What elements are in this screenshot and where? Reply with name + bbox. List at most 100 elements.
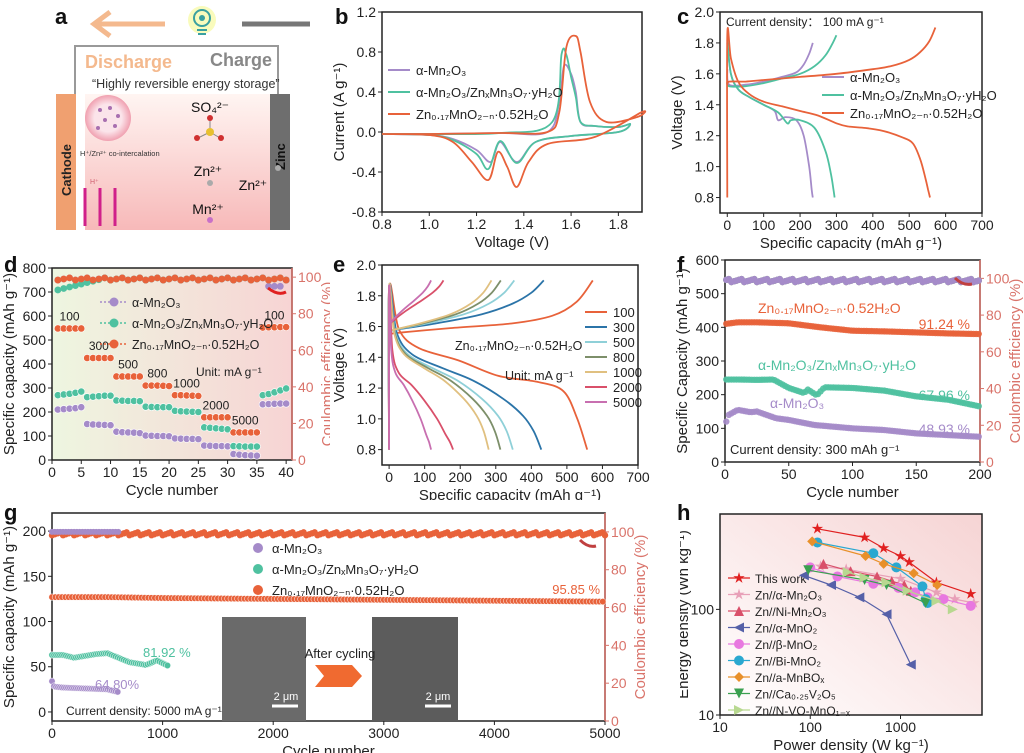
y2-tick-label: 100	[298, 269, 322, 285]
x-tick-label: 200	[449, 469, 473, 485]
y2-tick-label: 100	[611, 524, 635, 540]
sulfate-molecule-icon	[194, 115, 224, 141]
rate-label: 100	[264, 308, 284, 322]
ce-point	[276, 274, 284, 282]
zn-ion-label-2: Zn²⁺	[239, 177, 267, 193]
mn-ion-icon	[207, 217, 213, 223]
x-tick-label: 100	[799, 719, 823, 735]
discharge-curve-2000	[387, 284, 454, 450]
x-axis-label: Specific capacity (mAh g⁻¹)	[419, 487, 601, 500]
x-tick-label: 3000	[368, 725, 399, 741]
ce-point	[975, 277, 982, 284]
diamond-marker	[734, 672, 744, 682]
legend-label: α-Mn₂O₃	[416, 63, 466, 78]
y-tick-label: 1.0	[695, 159, 715, 175]
ce-point	[124, 276, 132, 284]
capacity-point	[223, 413, 232, 422]
series-label: α-Mn₂O₃/ZnₓMn₃O₇·yH₂O	[758, 357, 916, 373]
y-tick-label: 1.8	[695, 35, 715, 51]
rate-label: 300	[89, 339, 109, 353]
x-tick-label: 400	[861, 217, 885, 233]
ce-point	[77, 280, 85, 288]
legend-marker	[253, 543, 263, 553]
y2-tick-label: 40	[298, 379, 314, 395]
x-tick-label: 1.6	[561, 216, 581, 232]
current-density-annotation: Current density: 5000 mA g⁻¹	[66, 704, 222, 718]
y-tick-label: 300	[23, 380, 47, 396]
ce-point	[253, 275, 261, 283]
y2-tick-label: 100	[986, 270, 1010, 286]
ce-point	[171, 274, 179, 282]
ce-point	[183, 275, 191, 283]
ce-point	[60, 275, 68, 283]
y-tick-label: 1.2	[357, 4, 377, 20]
cathode-particle-icon	[85, 95, 131, 141]
capacity-point	[106, 421, 115, 430]
x-tick-label: 0	[723, 217, 731, 233]
triangle-right-marker	[947, 604, 958, 615]
zn-ion-label-1: Zn²⁺	[194, 163, 222, 179]
external-circuit-wire	[74, 45, 279, 96]
discharge-curve-300	[387, 283, 543, 450]
triangle-right-marker	[734, 705, 744, 715]
x-tick-label: 25	[191, 464, 207, 480]
capacity-point	[723, 418, 730, 425]
legend-label: Zn//Ni-Mn₂O₃	[755, 605, 827, 619]
capacity-point	[282, 323, 291, 331]
panel-label-d: d	[4, 252, 18, 277]
ce-point	[271, 275, 278, 283]
ce-point	[77, 275, 85, 283]
x-tick-label: 0	[48, 725, 56, 741]
unit-annotation: Unit: mA g⁻¹	[505, 369, 573, 383]
y-tick-label: 600	[23, 308, 47, 324]
y-tick-label: 0	[711, 454, 719, 470]
legend-label: Zn//α-MnO₂	[755, 622, 818, 636]
ce-point	[218, 275, 226, 283]
plot-frame	[719, 513, 983, 716]
capacity-point	[164, 662, 171, 669]
ce-point	[142, 276, 150, 284]
y-tick-label: 700	[23, 284, 47, 300]
circle-marker	[893, 582, 904, 593]
triangle-left-marker	[734, 622, 744, 633]
chart-h-ragone: 10 100 1000 10 100 Power density (W kg⁻¹) Ener…	[680, 513, 983, 753]
legend-marker	[109, 339, 119, 349]
ce-point	[165, 275, 173, 283]
y-tick-label: 50	[30, 659, 46, 675]
circle-marker	[734, 639, 744, 649]
charge-curve-100	[388, 279, 594, 336]
x-tick-label: 30	[220, 464, 236, 480]
y2-tick-label: 40	[611, 637, 627, 653]
legend-marker	[109, 318, 119, 328]
y-tick-label: 100	[696, 420, 720, 436]
legend-label: Zn//α-Mn₂O₃	[755, 589, 822, 603]
circle-marker	[938, 594, 949, 605]
x-tick-label: 500	[555, 469, 579, 485]
y-tick-label: 500	[23, 332, 47, 348]
y-tick-label: 1.6	[357, 319, 377, 335]
retention-label: 81.92 %	[143, 645, 191, 660]
ce-point	[259, 274, 267, 282]
legend-label: 2000	[613, 380, 642, 395]
legend-label: Zn₀.₁₇MnO₂₋ₙ·0.52H₂O	[416, 107, 548, 122]
legend-label: α-Mn₂O₃/ZnₓMn₃O₇·yH₂O	[132, 317, 273, 331]
y2-tick-label: 0	[986, 454, 994, 470]
y-tick-label: 800	[23, 260, 47, 276]
capacity-point	[194, 392, 203, 400]
capacity-point	[194, 435, 203, 444]
y-axis-label: Current (A g⁻¹)	[331, 63, 348, 162]
legend-label: 800	[613, 350, 635, 365]
panel-label-g: g	[4, 500, 18, 525]
discharge-curve-5000	[388, 284, 432, 450]
x-tick-label: 15	[132, 464, 148, 480]
x-tick-label: 300	[484, 469, 508, 485]
legend-label: This work	[755, 572, 807, 586]
y-tick-label: 100	[23, 428, 47, 444]
charge-curve-5000	[388, 279, 432, 327]
y-axis-label: Specific capacity (mAh g⁻¹)	[1, 273, 18, 455]
legend-label: α-Mn₂O₃	[850, 70, 900, 85]
schematic-caption: “Highly reversible energy storage”	[92, 77, 280, 91]
triangle-down-marker	[920, 597, 931, 608]
capacity-point	[252, 428, 261, 437]
